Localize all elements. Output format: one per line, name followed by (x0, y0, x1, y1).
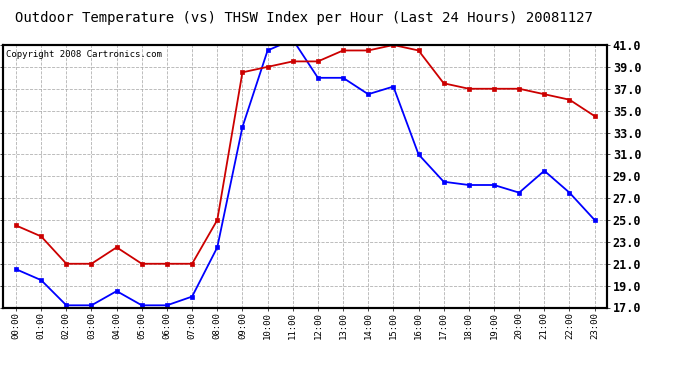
Text: Outdoor Temperature (vs) THSW Index per Hour (Last 24 Hours) 20081127: Outdoor Temperature (vs) THSW Index per … (14, 11, 593, 25)
Text: Copyright 2008 Cartronics.com: Copyright 2008 Cartronics.com (6, 50, 162, 59)
